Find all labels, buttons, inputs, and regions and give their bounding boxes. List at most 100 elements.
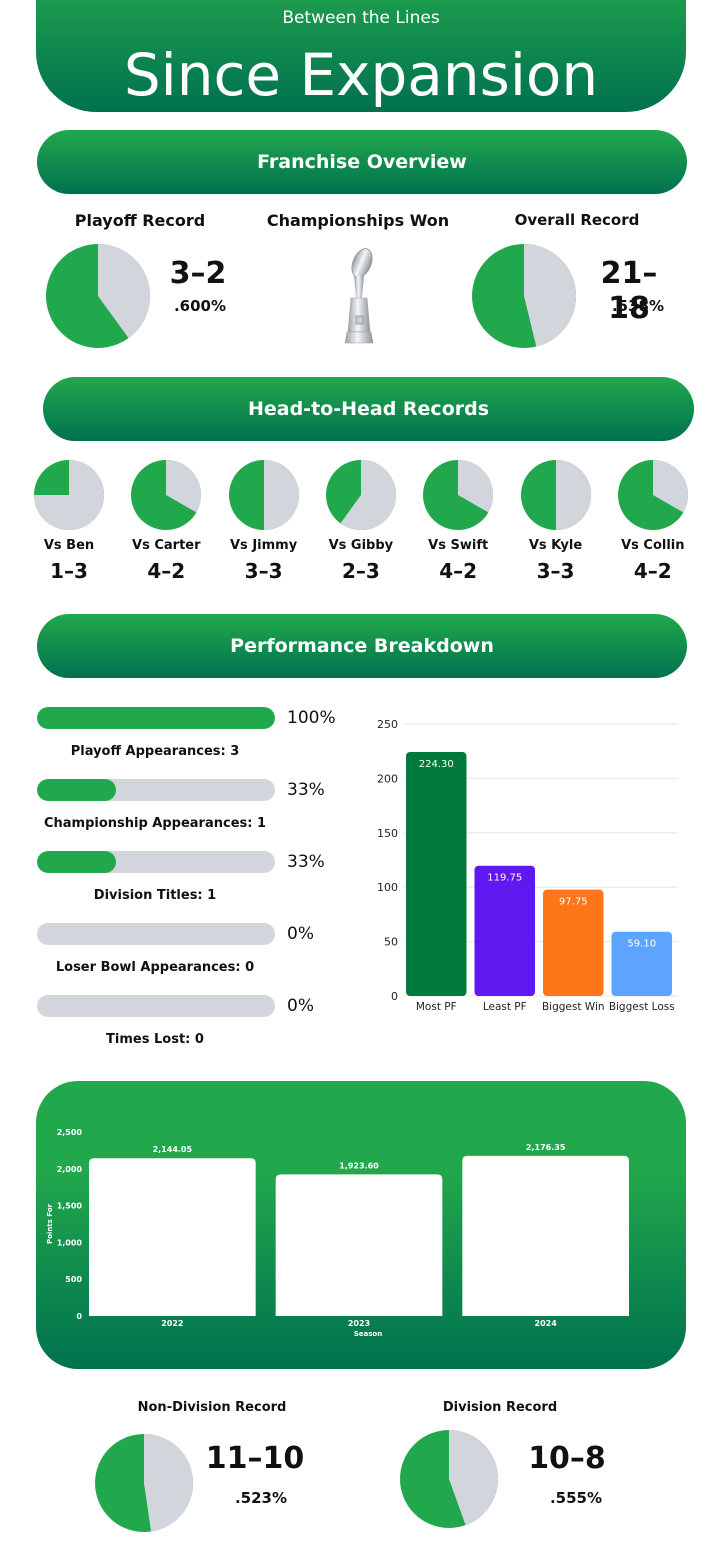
points-extremes-chart: 0 50 100 150 200 250 224.30 Most PF 119.75 Least …	[377, 718, 678, 1013]
h2h-opponent-label: Vs Collin	[621, 538, 685, 553]
bar	[543, 889, 604, 996]
pie-loss-slice	[144, 1434, 193, 1532]
y-tick-label: 2,000	[57, 1165, 83, 1174]
h2h-record-value: 4–2	[633, 559, 672, 583]
h2h-pie	[228, 460, 299, 530]
bar	[611, 931, 672, 996]
pie-loss-slice	[449, 1430, 498, 1526]
progress-track	[37, 995, 275, 1017]
progress-fill	[37, 707, 275, 729]
y-tick-label: 0	[76, 1312, 82, 1321]
h2h-opponent-label: Vs Swift	[428, 538, 489, 553]
bar-value-label: 224.30	[419, 759, 454, 770]
pie-loss-slice	[263, 460, 299, 530]
progress-caption: Times Lost: 0	[106, 1032, 204, 1047]
y-axis-label: Points For	[46, 1203, 54, 1244]
non-division-record-value: 11–10	[205, 1441, 305, 1476]
progress-caption: Playoff Appearances: 3	[70, 744, 240, 759]
x-tick-label: 2023	[348, 1319, 370, 1328]
x-tick-label: Most PF	[416, 1001, 457, 1013]
progress-track	[37, 779, 275, 801]
hero-banner	[36, 0, 686, 112]
division-record-label: Division Record	[442, 1400, 558, 1415]
section-heading-h2h: Head-to-Head Records	[43, 377, 694, 441]
h2h-opponent-label: Vs Jimmy	[230, 538, 298, 553]
y-tick-label: 0	[391, 990, 398, 1003]
bar	[89, 1158, 256, 1316]
y-tick-label: 250	[377, 718, 398, 731]
bar-value-label: 2,144.05	[153, 1145, 193, 1154]
h2h-pie	[617, 460, 688, 530]
non-division-record-pie	[95, 1434, 193, 1532]
playoff-record-pie	[46, 244, 150, 348]
h2h-pie	[131, 460, 202, 530]
y-tick-label: 100	[377, 881, 398, 894]
h2h-pie	[520, 460, 591, 530]
h2h-record-value: 4–2	[147, 559, 186, 583]
pie-loss-slice	[340, 460, 396, 530]
overall-record-value: 21–18	[600, 256, 658, 326]
progress-percent: 0%	[287, 996, 314, 1016]
bar-value-label: 2,176.35	[526, 1143, 566, 1152]
h2h-pie	[423, 460, 494, 530]
trophy-icon	[344, 248, 374, 344]
non-division-record-label: Non-Division Record	[137, 1400, 287, 1415]
division-record-value: 10–8	[528, 1441, 606, 1476]
y-tick-label: 500	[65, 1275, 82, 1284]
h2h-pie	[325, 460, 396, 530]
bar-value-label: 97.75	[559, 897, 588, 908]
h2h-pie	[34, 460, 104, 530]
progress-percent: 0%	[287, 924, 314, 944]
bar-value-label: 119.75	[487, 873, 522, 884]
bar	[474, 865, 535, 996]
y-tick-label: 2,500	[57, 1128, 83, 1137]
y-tick-label: 200	[377, 772, 398, 785]
x-axis-label: Season	[354, 1330, 382, 1338]
bar-value-label: 59.10	[627, 939, 656, 950]
pie-loss-slice	[555, 460, 591, 530]
pie-loss-slice	[166, 460, 202, 513]
x-tick-label: Biggest Loss	[609, 1001, 675, 1013]
page-title: Since Expansion	[123, 41, 599, 109]
progress-track	[37, 851, 275, 873]
x-tick-label: 2022	[161, 1319, 183, 1328]
playoff-record-pct: .600%	[173, 297, 227, 315]
playoff-record-value: 3–2	[169, 256, 227, 291]
pie-loss-slice	[524, 244, 576, 347]
pie-loss-slice	[458, 460, 494, 513]
h2h-opponent-label: Vs Ben	[43, 538, 95, 553]
x-tick-label: Biggest Win	[542, 1001, 605, 1013]
x-tick-label: Least PF	[483, 1001, 527, 1013]
h2h-record-value: 2–3	[341, 559, 380, 583]
hero-kicker: Between the Lines	[282, 8, 440, 28]
overall-record-pie	[472, 244, 576, 348]
progress-caption: Loser Bowl Appearances: 0	[55, 960, 255, 975]
bar	[462, 1155, 629, 1316]
h2h-opponent-label: Vs Gibby	[328, 538, 394, 553]
bar	[275, 1174, 443, 1316]
progress-fill	[37, 779, 116, 801]
h2h-record-value: 3–3	[244, 559, 283, 583]
y-tick-label: 1,500	[57, 1202, 83, 1211]
progress-fill	[37, 851, 116, 873]
progress-percent: 33%	[287, 780, 325, 800]
progress-percent: 100%	[287, 708, 336, 728]
bar-value-label: 1,923.60	[339, 1161, 379, 1170]
bar	[406, 751, 467, 996]
division-record-pct: .555%	[549, 1489, 603, 1507]
progress-caption: Division Titles: 1	[93, 888, 217, 903]
y-tick-label: 1,000	[57, 1238, 83, 1247]
playoff-record-label: Playoff Record	[74, 211, 206, 230]
progress-percent: 33%	[287, 852, 325, 872]
h2h-record-value: 1–3	[50, 559, 88, 583]
section-heading-performance: Performance Breakdown	[37, 614, 687, 678]
pie-loss-slice	[652, 460, 688, 513]
pie-loss-slice	[34, 460, 104, 530]
h2h-opponent-label: Vs Kyle	[528, 538, 583, 553]
h2h-record-value: 4–2	[439, 559, 478, 583]
section-heading-franchise: Franchise Overview	[37, 130, 687, 194]
non-division-record-pct: .523%	[234, 1489, 288, 1507]
h2h-opponent-label: Vs Carter	[132, 538, 201, 553]
progress-track	[37, 707, 275, 729]
championships-label: Championships Won	[266, 211, 450, 230]
